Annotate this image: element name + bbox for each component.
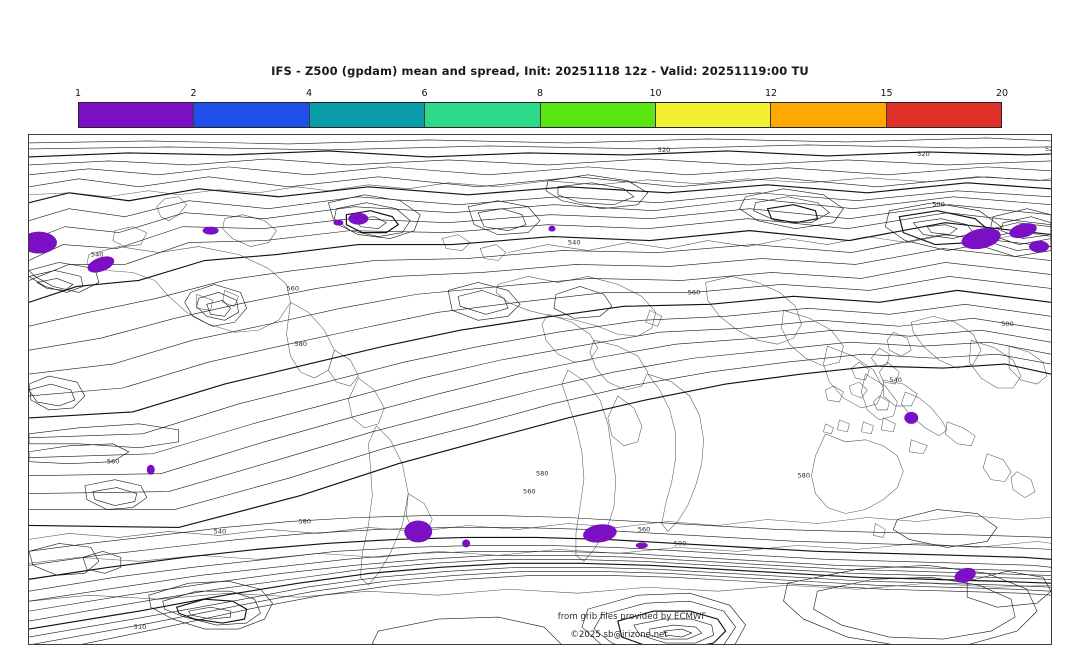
colorbar-tick-labels: 1 2 4 6 8 10 12 15 20 [74, 88, 1008, 102]
credit-owner: ©2025 sb@irizone.net [0, 630, 1080, 640]
credit-source-text: from grib files provided by ECMWF [557, 612, 707, 622]
colorbar-tick-6: 6 [421, 88, 428, 99]
svg-text:540: 540 [568, 239, 581, 247]
svg-text:580: 580 [294, 340, 307, 348]
colorbar-segment-2-4 [194, 103, 310, 127]
contour-labels: 520 520 520 500 500 540 540 540 560 560 … [91, 145, 1051, 631]
credit-source: from grib files provided by ECMWF [0, 612, 1080, 622]
svg-text:540: 540 [91, 251, 104, 259]
colorbar-tick-4: 4 [305, 88, 313, 99]
svg-text:580: 580 [797, 472, 810, 480]
svg-text:520: 520 [1045, 145, 1051, 153]
colorbar-tick-8: 8 [536, 88, 544, 99]
contour-map-svg: 520 520 520 500 500 540 540 540 560 560 … [29, 137, 1051, 644]
svg-text:560: 560 [523, 488, 536, 496]
svg-text:500: 500 [1001, 320, 1014, 328]
colorbar-tick-10: 10 [649, 88, 662, 99]
colorbar-segment-10-12 [655, 103, 772, 127]
svg-text:500: 500 [674, 539, 687, 547]
colorbar-strip [78, 102, 1002, 128]
page-title: IFS - Z500 (gpdam) mean and spread, Init… [271, 64, 809, 78]
contour-lines [29, 137, 1051, 644]
colorbar-tick-20: 20 [995, 88, 1009, 99]
map-panel[interactable]: 520 520 520 500 500 540 540 540 560 560 … [28, 134, 1052, 645]
svg-text:510: 510 [134, 623, 147, 631]
svg-text:580: 580 [536, 470, 549, 478]
svg-text:560: 560 [107, 458, 120, 466]
colorbar-legend: 1 2 4 6 8 10 12 15 20 [74, 88, 1008, 128]
colorbar-segment-12-15 [771, 103, 887, 127]
svg-text:500: 500 [932, 201, 945, 209]
colorbar-segment-8-10 [540, 103, 656, 127]
colorbar-segment-4-6 [309, 103, 426, 127]
svg-text:540: 540 [214, 527, 227, 535]
svg-text:560: 560 [638, 525, 651, 533]
svg-text:580: 580 [298, 517, 311, 525]
svg-text:520: 520 [658, 146, 671, 154]
colorbar-segment-6-8 [425, 103, 541, 127]
colorbar-segment-15-20 [886, 103, 1001, 127]
spread-shading [29, 212, 1050, 583]
credit-owner-text: ©2025 sb@irizone.net [570, 630, 668, 640]
colorbar-tick-2: 2 [190, 88, 197, 99]
colorbar-tick-1: 1 [74, 88, 82, 99]
svg-text:560: 560 [688, 288, 701, 296]
colorbar-tick-12: 12 [764, 88, 778, 99]
svg-text:540: 540 [889, 376, 902, 384]
colorbar-segment-1-2 [79, 103, 195, 127]
svg-text:560: 560 [286, 284, 299, 292]
svg-text:520: 520 [917, 150, 930, 158]
colorbar-tick-15: 15 [880, 88, 893, 99]
